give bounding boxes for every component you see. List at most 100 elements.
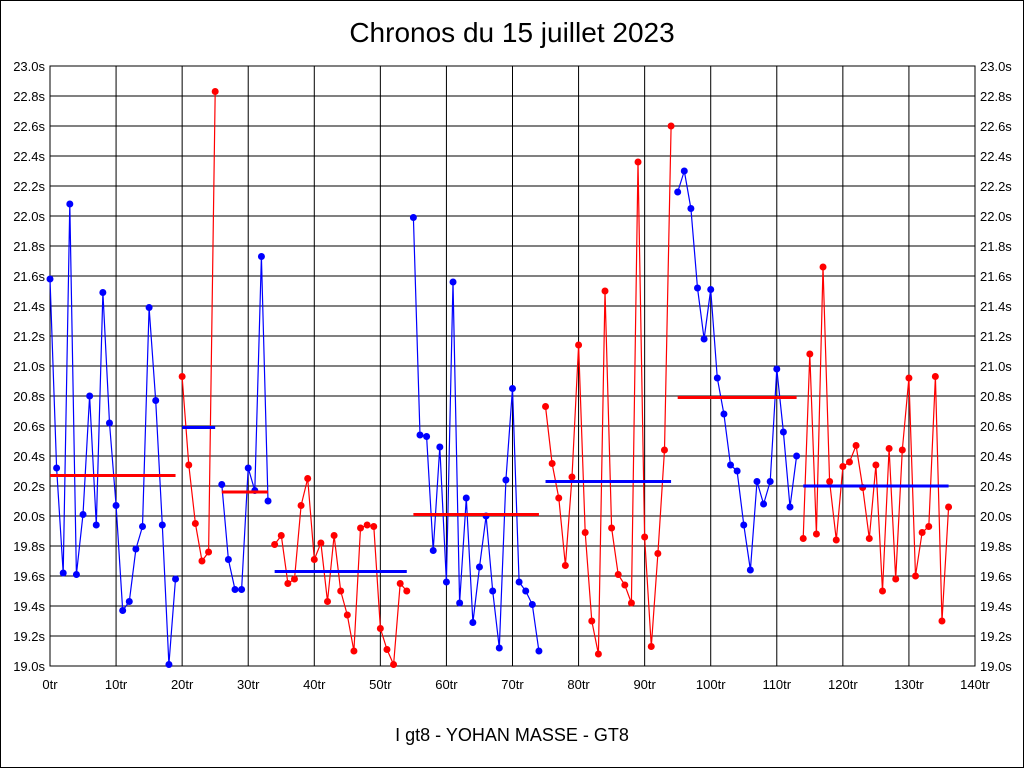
data-point xyxy=(561,562,569,569)
data-point xyxy=(912,572,920,580)
data-point xyxy=(423,433,431,440)
x-tick-label: 70tr xyxy=(501,677,524,692)
y-tick-label-right: 21.8s xyxy=(980,239,1012,254)
data-point xyxy=(555,494,563,502)
data-point xyxy=(297,502,305,509)
y-tick-label-right: 20.4s xyxy=(980,449,1012,464)
data-point xyxy=(310,556,318,563)
data-point xyxy=(337,587,345,595)
y-tick-label-right: 20.6s xyxy=(980,419,1012,434)
data-point xyxy=(330,532,338,539)
y-tick-label-right: 19.0s xyxy=(980,659,1012,674)
data-point xyxy=(205,548,213,556)
data-point xyxy=(290,575,298,583)
data-point xyxy=(462,494,470,502)
chart-title: Chronos du 15 juillet 2023 xyxy=(349,17,675,48)
data-point xyxy=(284,580,292,587)
x-tick-label: 100tr xyxy=(696,677,726,692)
y-tick-label-right: 21.4s xyxy=(980,299,1012,314)
data-point xyxy=(456,599,464,607)
data-point xyxy=(542,403,550,410)
y-tick-label-right: 19.6s xyxy=(980,569,1012,584)
data-point xyxy=(522,587,530,595)
data-point xyxy=(885,445,893,452)
y-tick-label-left: 20.8s xyxy=(13,389,45,404)
y-tick-label-right: 22.6s xyxy=(980,119,1012,134)
data-point xyxy=(720,410,728,418)
y-tick-label-left: 19.6s xyxy=(13,569,45,584)
data-point xyxy=(634,158,642,166)
data-point xyxy=(548,460,556,467)
data-point xyxy=(892,575,900,583)
data-point xyxy=(238,586,246,593)
data-point xyxy=(608,524,616,532)
data-point xyxy=(277,532,285,539)
y-tick-label-right: 21.2s xyxy=(980,329,1012,344)
data-point xyxy=(872,461,880,469)
data-point xyxy=(218,481,226,488)
data-point xyxy=(59,569,67,577)
data-point xyxy=(495,644,503,652)
x-tick-label: 90tr xyxy=(633,677,656,692)
data-point xyxy=(46,275,54,283)
data-point xyxy=(509,385,516,392)
data-point xyxy=(257,253,265,260)
y-tick-label-left: 22.6s xyxy=(13,119,45,134)
data-point xyxy=(376,625,384,632)
y-tick-label-left: 19.0s xyxy=(13,659,45,674)
x-tick-label: 0tr xyxy=(42,677,58,692)
data-point xyxy=(396,580,404,587)
data-point xyxy=(409,214,417,221)
data-point xyxy=(165,661,173,668)
data-point xyxy=(363,521,371,529)
y-tick-label-left: 20.4s xyxy=(13,449,45,464)
data-point xyxy=(568,473,576,481)
data-point xyxy=(627,599,635,607)
data-point xyxy=(105,419,113,427)
data-point xyxy=(535,647,543,655)
x-tick-label: 80tr xyxy=(567,677,590,692)
data-point xyxy=(469,619,477,626)
data-point xyxy=(826,478,834,485)
series-line-stint-6 xyxy=(544,125,672,655)
data-point xyxy=(594,650,602,658)
data-point xyxy=(343,611,351,619)
data-point xyxy=(271,541,279,548)
data-point xyxy=(224,556,232,563)
data-point xyxy=(264,497,272,505)
y-tick-label-left: 19.2s xyxy=(13,629,45,644)
data-point xyxy=(799,535,807,542)
data-point xyxy=(390,661,398,668)
data-point xyxy=(125,598,133,605)
data-point xyxy=(654,550,662,557)
data-point xyxy=(786,503,794,511)
data-point xyxy=(898,446,906,454)
y-tick-label-right: 19.2s xyxy=(980,629,1012,644)
data-point xyxy=(152,397,160,404)
plot-frame xyxy=(49,65,976,667)
series-line-stint-2 xyxy=(181,91,216,563)
data-point xyxy=(172,575,180,583)
y-tick-label-right: 20.2s xyxy=(980,479,1012,494)
data-point xyxy=(198,557,206,565)
data-point xyxy=(324,598,331,605)
x-tick-label: 40tr xyxy=(303,677,326,692)
data-point xyxy=(449,278,457,286)
data-point xyxy=(793,452,801,460)
data-point xyxy=(317,539,325,547)
data-point xyxy=(779,428,787,436)
y-tick-label-left: 22.8s xyxy=(13,89,45,104)
y-tick-label-right: 20.8s xyxy=(980,389,1012,404)
y-tick-label-left: 20.6s xyxy=(13,419,45,434)
y-tick-label-left: 22.2s xyxy=(13,179,45,194)
data-point xyxy=(139,523,146,530)
data-point xyxy=(707,286,715,293)
data-point xyxy=(231,586,239,593)
y-tick-label-right: 23.0s xyxy=(980,59,1012,74)
data-point xyxy=(72,571,80,578)
data-point xyxy=(614,571,622,578)
data-point xyxy=(700,335,708,343)
data-point xyxy=(575,341,583,349)
y-tick-label-left: 19.4s xyxy=(13,599,45,614)
series-line-stint-5 xyxy=(412,217,540,652)
